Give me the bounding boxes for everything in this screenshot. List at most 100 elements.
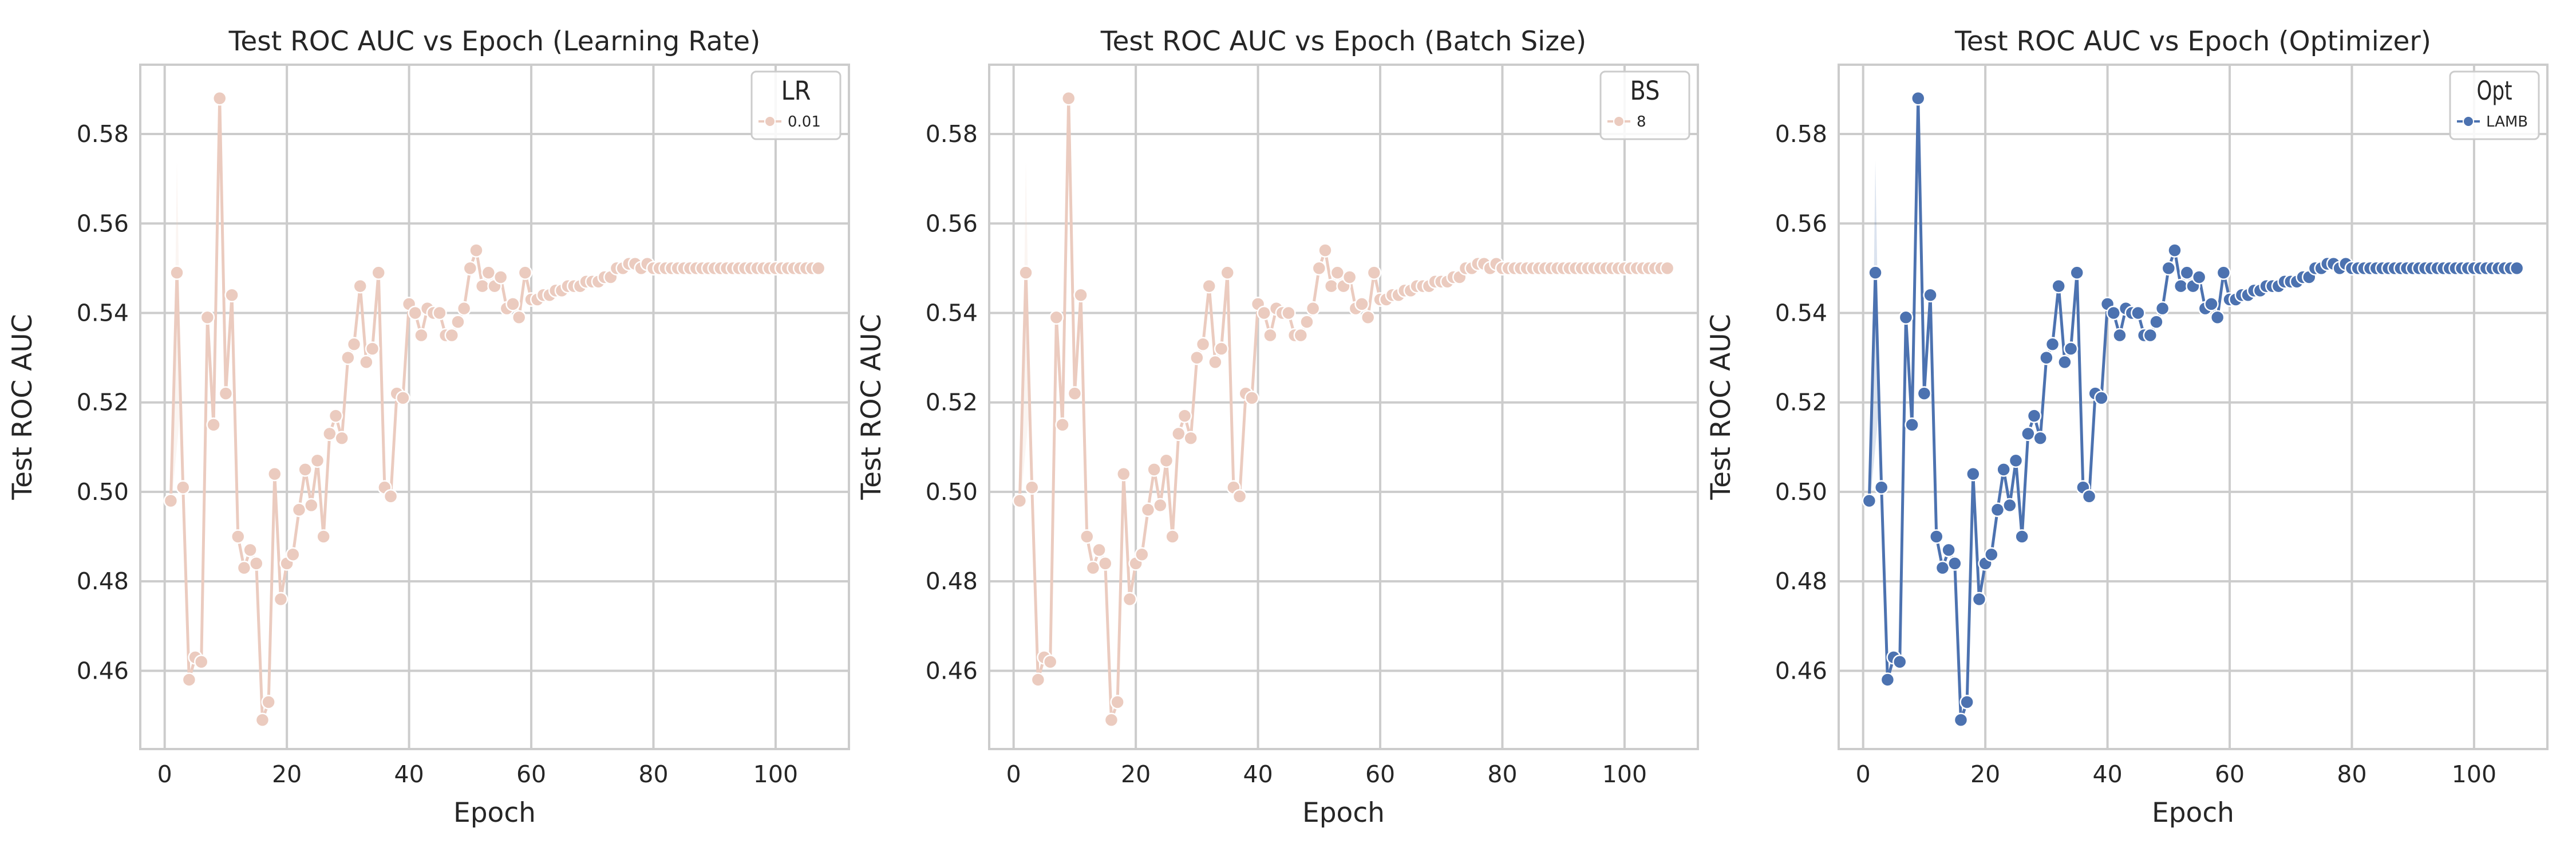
y-tick-label: 0.58 [926, 120, 978, 148]
data-point [1984, 547, 1999, 562]
data-point [1342, 270, 1357, 285]
data-point [1360, 310, 1376, 325]
data-point [1323, 278, 1339, 294]
data-point [2191, 270, 2207, 285]
data-point [1067, 386, 1082, 401]
data-point [346, 337, 362, 352]
data-point [1220, 265, 1235, 280]
data-point [517, 265, 533, 280]
data-point [2143, 328, 2158, 343]
legend: BS 8 [1599, 70, 1690, 140]
gridlines [989, 65, 1698, 749]
data-point [1042, 654, 1058, 669]
data-point [1110, 695, 1125, 710]
y-tick-label: 0.56 [926, 210, 978, 237]
data-point [1354, 297, 1369, 312]
data-point [322, 426, 337, 442]
chart-title: Test ROC AUC vs Epoch (Learning Rate) [228, 26, 761, 57]
y-axis-label: Test ROC AUC [856, 314, 887, 500]
confidence-band [1021, 160, 1030, 492]
data-point [206, 417, 221, 432]
legend-marker [1613, 116, 1625, 127]
data-point [1868, 265, 1883, 280]
x-tick-label: 20 [272, 761, 302, 788]
x-axis-label: Epoch [453, 797, 536, 829]
data-point [2216, 265, 2231, 280]
y-tick-label: 0.54 [1775, 299, 1827, 326]
data-point [2081, 488, 2097, 504]
y-tick-label: 0.58 [77, 120, 129, 148]
y-tick-label: 0.48 [77, 568, 129, 595]
data-point [1140, 502, 1156, 517]
data-point [1959, 695, 1974, 710]
data-point [2033, 431, 2048, 446]
plot-area [989, 65, 1698, 749]
x-tick-label: 0 [157, 761, 172, 788]
confidence-band [1871, 160, 1880, 492]
x-tick-label: 100 [1602, 761, 1647, 788]
data-point [1085, 560, 1101, 576]
data-point [1917, 386, 1932, 401]
data-point [2014, 529, 2029, 544]
x-tick-label: 80 [638, 761, 668, 788]
data-point [1147, 462, 1161, 477]
data-point [1947, 556, 1962, 571]
y-tick-label: 0.48 [1775, 568, 1827, 595]
data-point [396, 391, 410, 405]
plot-area [1839, 65, 2547, 749]
data-point [475, 278, 490, 294]
legend-title: Opt [2477, 76, 2512, 106]
data-point [414, 328, 429, 343]
data-point [365, 341, 380, 356]
legend-entry-label: 0.01 [788, 113, 821, 131]
y-tick-label: 0.56 [77, 210, 129, 237]
data-point [328, 408, 343, 423]
series-1 [163, 90, 826, 727]
data-point [1080, 529, 1095, 544]
data-point [231, 529, 246, 544]
data-point [2149, 314, 2164, 329]
legend-marker [764, 116, 776, 127]
legend-entry-label: LAMB [2486, 113, 2528, 131]
x-tick-label: 20 [1970, 761, 2000, 788]
data-point [2106, 305, 2121, 321]
gridlines [140, 65, 849, 749]
data-point [1311, 261, 1327, 276]
data-point [1929, 529, 1944, 544]
data-point [1244, 391, 1259, 405]
data-point [359, 354, 374, 370]
data-point [1880, 672, 1895, 687]
data-point [255, 712, 270, 727]
data-point [1330, 265, 1345, 280]
data-point [493, 270, 508, 285]
data-point [1092, 542, 1107, 558]
y-tick-label: 0.52 [1775, 389, 1827, 416]
data-point [298, 462, 313, 477]
legend-title: LR [781, 76, 811, 106]
data-point [1122, 592, 1137, 607]
data-point [1660, 261, 1675, 276]
y-tick-label: 0.52 [77, 389, 129, 416]
y-tick-label: 0.58 [1775, 120, 1827, 148]
x-tick-label: 80 [1487, 761, 1517, 788]
chart-panel-2: 0 20 40 60 80 100 0.46 0.48 0.50 0.52 0.54 0.56 0.58… [856, 26, 1699, 829]
data-point [267, 466, 282, 482]
data-point [1061, 90, 1076, 106]
data-point [1024, 480, 1040, 495]
data-point [1232, 488, 1247, 504]
data-point [2021, 426, 2036, 442]
axes-frame [139, 64, 850, 750]
y-tick-label: 0.54 [926, 299, 978, 326]
plot-area [140, 65, 849, 749]
data-point [316, 529, 331, 544]
data-point [1195, 337, 1211, 352]
data-point [1202, 278, 1216, 294]
data-point [2509, 261, 2524, 276]
data-point [218, 386, 234, 401]
data-point [2045, 337, 2060, 352]
data-point [2173, 278, 2188, 294]
data-point [163, 493, 179, 509]
y-tick-label: 0.50 [1775, 478, 1827, 506]
data-point [2204, 297, 2219, 312]
data-point [1049, 310, 1064, 325]
